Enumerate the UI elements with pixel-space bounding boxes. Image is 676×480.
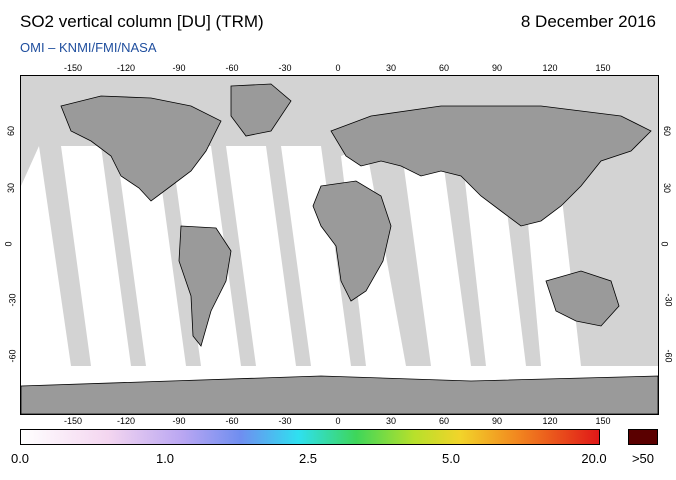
land-masses bbox=[21, 83, 658, 414]
lat-tick-right: 30 bbox=[662, 182, 673, 194]
lon-tick-bottom: 60 bbox=[438, 416, 450, 426]
lon-tick-top: -30 bbox=[278, 63, 292, 73]
lat-tick-right: 60 bbox=[662, 125, 673, 137]
lat-tick-left: -30 bbox=[7, 293, 18, 307]
antarctica bbox=[21, 375, 658, 414]
coverage-swath bbox=[21, 146, 71, 396]
lon-tick-top: -90 bbox=[172, 63, 186, 73]
lat-tick-left: 0 bbox=[3, 241, 14, 247]
lon-tick-top: 0 bbox=[335, 63, 341, 73]
colorbar-label: >50 bbox=[631, 451, 655, 466]
map-panel bbox=[20, 75, 659, 415]
lat-tick-left: 30 bbox=[6, 182, 17, 194]
colorbar-label: 2.5 bbox=[298, 451, 318, 466]
lon-tick-top: -150 bbox=[63, 63, 83, 73]
lat-tick-right: 0 bbox=[659, 241, 670, 247]
data-credit: OMI – KNMI/FMI/NASA bbox=[20, 40, 157, 55]
lon-tick-bottom: 30 bbox=[385, 416, 397, 426]
africa bbox=[312, 180, 392, 302]
lon-tick-bottom: -90 bbox=[172, 416, 186, 426]
colorbar-label: 0.0 bbox=[10, 451, 30, 466]
lon-tick-bottom: -120 bbox=[116, 416, 136, 426]
coverage-swath bbox=[61, 146, 131, 366]
australia bbox=[545, 270, 620, 327]
eurasia bbox=[330, 105, 652, 227]
lon-tick-top: 120 bbox=[542, 63, 558, 73]
lon-tick-top: -60 bbox=[225, 63, 239, 73]
lon-tick-bottom: -150 bbox=[63, 416, 83, 426]
lat-tick-right: -60 bbox=[663, 349, 674, 363]
lon-tick-bottom: 90 bbox=[491, 416, 503, 426]
coverage-swath bbox=[461, 146, 526, 366]
coverage-swath bbox=[226, 146, 296, 366]
lon-tick-top: 90 bbox=[491, 63, 503, 73]
colorbar-gradient bbox=[21, 430, 599, 444]
lat-tick-left: 60 bbox=[6, 125, 17, 137]
lon-tick-bottom: 120 bbox=[542, 416, 558, 426]
colorbar-label: 20.0 bbox=[581, 451, 607, 466]
lon-tick-bottom: -30 bbox=[278, 416, 292, 426]
south-america bbox=[178, 225, 232, 347]
lon-tick-top: -120 bbox=[116, 63, 136, 73]
lon-tick-top: 60 bbox=[438, 63, 450, 73]
colorbar bbox=[20, 429, 600, 445]
lat-tick-right: -30 bbox=[663, 293, 674, 307]
lon-tick-bottom: 0 bbox=[335, 416, 341, 426]
north-america bbox=[60, 95, 222, 202]
coverage-swath bbox=[116, 146, 186, 366]
greenland bbox=[230, 83, 292, 137]
lat-tick-left: -60 bbox=[7, 349, 18, 363]
map-title: SO2 vertical column [DU] (TRM) bbox=[20, 12, 264, 31]
coverage-swath bbox=[401, 146, 471, 366]
coverage-swath bbox=[281, 146, 351, 366]
colorbar-overmax-swatch bbox=[628, 429, 658, 445]
lon-tick-top: 150 bbox=[595, 63, 611, 73]
colorbar-label: 1.0 bbox=[155, 451, 175, 466]
map-date: 8 December 2016 bbox=[520, 12, 656, 31]
map-canvas bbox=[21, 76, 658, 414]
colorbar-label: 5.0 bbox=[441, 451, 461, 466]
lon-tick-bottom: -60 bbox=[225, 416, 239, 426]
lon-tick-top: 30 bbox=[385, 63, 397, 73]
lon-tick-bottom: 150 bbox=[595, 416, 611, 426]
